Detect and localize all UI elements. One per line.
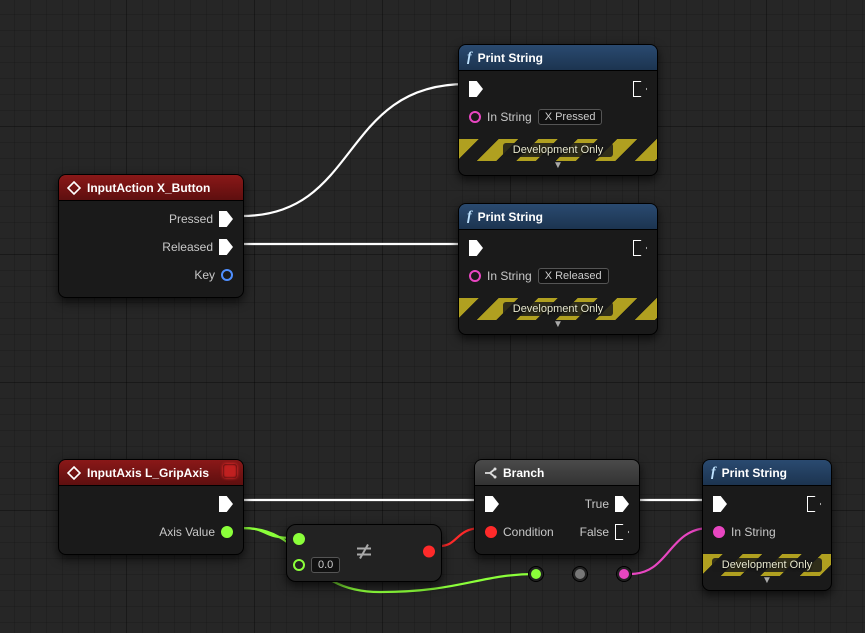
wire-exec — [242, 84, 466, 216]
exec-out-pin[interactable] — [219, 496, 233, 512]
breakpoint-indicator[interactable] — [223, 464, 237, 478]
pin-label: Released — [162, 240, 213, 254]
float-default-value[interactable]: 0.0 — [311, 557, 340, 573]
node-input-axis-grip[interactable]: InputAxis L_GripAxis Axis Value — [58, 459, 244, 555]
node-print-string-3[interactable]: f Print String In String Development Onl… — [702, 459, 832, 591]
exec-out-pin[interactable] — [219, 239, 233, 255]
event-icon — [67, 181, 81, 195]
node-title: Print String — [722, 466, 787, 480]
bool-out-pin[interactable] — [423, 546, 435, 558]
node-branch[interactable]: Branch True Condition False — [474, 459, 640, 555]
expand-advanced-arrow[interactable]: ▼ — [459, 161, 657, 175]
exec-in-pin[interactable] — [469, 81, 483, 97]
node-header[interactable]: f Print String — [459, 45, 657, 71]
float-in-pin-b[interactable] — [293, 559, 305, 571]
exec-in-pin[interactable] — [469, 240, 483, 256]
reroute-node[interactable] — [572, 566, 588, 582]
reroute-string[interactable] — [616, 566, 632, 582]
pin-label: Pressed — [169, 212, 213, 226]
node-print-string-2[interactable]: f Print String In String X Released Deve… — [458, 203, 658, 335]
pin-label: In String — [487, 269, 532, 283]
bool-in-pin[interactable] — [485, 526, 497, 538]
reroute-float[interactable] — [528, 566, 544, 582]
dev-only-banner: Development Only — [459, 298, 657, 320]
node-title: InputAction X_Button — [87, 181, 210, 195]
float-out-pin[interactable] — [221, 526, 233, 538]
node-title: Branch — [503, 466, 544, 480]
string-in-pin[interactable] — [469, 111, 481, 123]
node-title: InputAxis L_GripAxis — [87, 466, 209, 480]
string-in-pin[interactable] — [469, 270, 481, 282]
string-in-pin[interactable] — [713, 526, 725, 538]
node-header[interactable]: InputAxis L_GripAxis — [59, 460, 243, 486]
branch-icon — [483, 466, 497, 480]
node-header[interactable]: InputAction X_Button — [59, 175, 243, 201]
pin-label: Axis Value — [159, 525, 215, 539]
dev-only-banner: Development Only — [459, 139, 657, 161]
pin-label: In String — [487, 110, 532, 124]
event-icon — [67, 466, 81, 480]
exec-out-pin[interactable] — [219, 211, 233, 227]
exec-out-false-pin[interactable] — [615, 524, 629, 540]
pin-label: Key — [194, 268, 215, 282]
node-header[interactable]: Branch — [475, 460, 639, 486]
string-default-value[interactable]: X Pressed — [538, 109, 603, 125]
expand-advanced-arrow[interactable]: ▼ — [703, 576, 831, 590]
node-input-action-x[interactable]: InputAction X_Button Pressed Released Ke… — [58, 174, 244, 298]
node-title: Print String — [478, 51, 543, 65]
function-icon: f — [467, 50, 472, 66]
wire-string — [630, 528, 710, 574]
node-header[interactable]: f Print String — [703, 460, 831, 486]
float-in-pin-a[interactable] — [293, 533, 305, 545]
function-icon: f — [711, 465, 716, 481]
exec-in-pin[interactable] — [713, 496, 727, 512]
string-default-value[interactable]: X Released — [538, 268, 609, 284]
exec-out-pin[interactable] — [807, 496, 821, 512]
pin-label: In String — [731, 525, 776, 539]
key-out-pin[interactable] — [221, 269, 233, 281]
not-equal-icon — [354, 543, 374, 564]
pin-label: True — [585, 497, 609, 511]
exec-out-true-pin[interactable] — [615, 496, 629, 512]
node-print-string-1[interactable]: f Print String In String X Pressed Devel… — [458, 44, 658, 176]
node-header[interactable]: f Print String — [459, 204, 657, 230]
exec-in-pin[interactable] — [485, 496, 499, 512]
node-compare-not-equal[interactable]: 0.0 — [286, 524, 442, 582]
exec-out-pin[interactable] — [633, 81, 647, 97]
exec-out-pin[interactable] — [633, 240, 647, 256]
dev-only-banner: Development Only — [703, 554, 831, 576]
pin-label: False — [580, 525, 609, 539]
node-title: Print String — [478, 210, 543, 224]
function-icon: f — [467, 209, 472, 225]
pin-label: Condition — [503, 525, 554, 539]
expand-advanced-arrow[interactable]: ▼ — [459, 320, 657, 334]
